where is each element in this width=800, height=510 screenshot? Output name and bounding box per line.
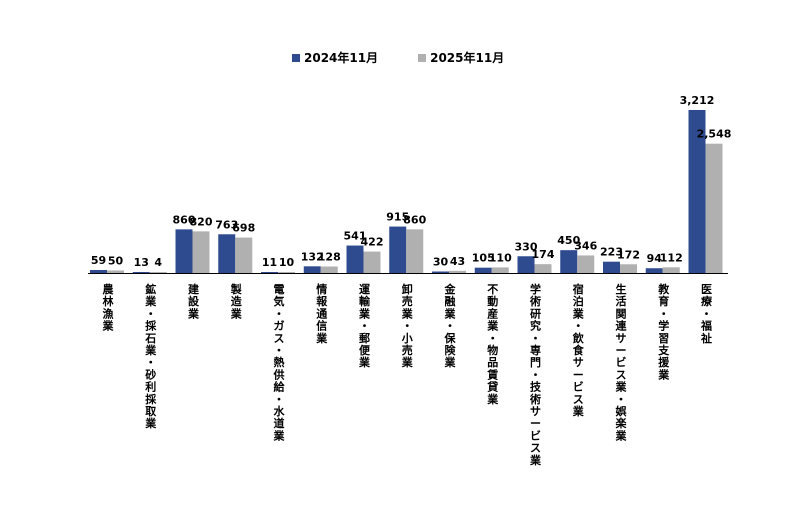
legend-label-2025: 2025年11月 [430, 51, 505, 65]
data-label-2025: 43 [450, 255, 465, 268]
bar-2025 [107, 270, 124, 273]
legend-label-2024: 2024年11月 [304, 51, 379, 65]
data-label-2025: 860 [403, 213, 426, 226]
bar-2024 [132, 272, 150, 273]
bar-2024 [474, 267, 492, 273]
bar-2024 [389, 226, 407, 273]
bar-2025 [235, 237, 253, 273]
data-label-2025: 10 [279, 256, 295, 269]
bar-2024 [432, 271, 449, 273]
data-label-2025: 50 [108, 254, 124, 267]
category-label: 運輸業・郵便業 [358, 283, 371, 369]
category-label: 製造業 [230, 282, 243, 320]
category-label: 金融業・保険業 [444, 282, 457, 369]
data-label-2024: 94 [647, 252, 663, 265]
category-label: 電気・ガス・熱供給・水道業 [273, 283, 286, 442]
legend-item-2025: 2025年11月 [418, 49, 504, 66]
bar-2024 [346, 245, 364, 273]
bar-2025 [149, 272, 167, 273]
legend-item-2024: 2024年11月 [292, 49, 378, 66]
bar-2025 [577, 255, 595, 273]
category-label: 鉱業・採石業・砂利採取業 [144, 282, 157, 430]
bar-2025 [192, 231, 210, 273]
bar-2024 [517, 256, 535, 273]
category-label: 情報通信業 [315, 282, 328, 345]
category-label: 教育・学習支援業 [657, 282, 670, 381]
data-label-2024: 541 [344, 230, 367, 243]
category-label: 学術研究・専門・技術サービス業 [529, 282, 542, 467]
chart-legend: 2024年11月 2025年11月 [292, 49, 504, 66]
bar-2024 [261, 272, 278, 273]
data-label-2025: 820 [190, 215, 213, 228]
data-label-2024: 30 [433, 255, 449, 268]
bar-2025 [534, 264, 552, 273]
legend-swatch-2024 [292, 53, 300, 62]
data-label-2024: 860 [173, 213, 196, 226]
data-label-2024: 59 [91, 254, 106, 267]
category-label: 卸売業・小売業 [401, 282, 414, 369]
bar-2025 [320, 266, 338, 273]
bar-2025 [705, 143, 723, 273]
bar-2024 [603, 261, 620, 273]
data-label-2025: 112 [660, 251, 683, 264]
data-label-2024: 763 [215, 218, 238, 231]
data-label-2025: 174 [532, 248, 555, 261]
category-label: 宿泊業・飲食サービス業 [572, 282, 585, 418]
data-label-2025: 172 [617, 248, 640, 261]
data-label-2024: 223 [600, 246, 623, 259]
bar-2024 [303, 266, 321, 273]
category-label: 不動産業・物品賃貸業 [486, 283, 499, 406]
bar-2024 [645, 268, 663, 273]
bar-2024 [175, 229, 193, 273]
bar-2024 [90, 270, 107, 273]
data-label-2025: 110 [489, 251, 512, 264]
legend-swatch-2025 [418, 53, 427, 62]
category-label: 建設業 [187, 282, 200, 320]
bar-2025 [620, 264, 637, 273]
data-label-2025: 2,548 [697, 128, 732, 141]
data-label-2024: 450 [557, 234, 580, 247]
data-label-2024: 330 [515, 240, 538, 253]
category-label: 医療・福祉 [700, 283, 713, 345]
bar-2025 [662, 267, 680, 273]
data-label-2025: 698 [232, 222, 255, 235]
data-label-2024: 105 [472, 252, 495, 265]
data-label-2024: 13 [134, 256, 149, 269]
data-label-2024: 3,212 [680, 94, 715, 107]
data-label-2024: 915 [386, 211, 409, 224]
data-label-2025: 422 [361, 236, 384, 249]
category-label: 生活関連サービス業・娯楽業 [615, 282, 628, 442]
data-label-2025: 4 [154, 256, 162, 269]
data-label-2024: 11 [262, 256, 277, 269]
bar-2024 [560, 250, 578, 273]
bar-2025 [406, 229, 424, 273]
bar-2025 [491, 267, 509, 273]
category-label: 農林漁業 [102, 282, 115, 333]
bar-2025 [449, 270, 466, 273]
bar-2025 [278, 272, 295, 273]
bar-2025 [363, 251, 381, 273]
data-label-2024: 132 [301, 250, 324, 263]
bar-2024 [218, 234, 236, 273]
data-label-2025: 346 [574, 239, 597, 252]
bar-2024 [688, 110, 706, 273]
data-label-2025: 128 [318, 251, 341, 264]
